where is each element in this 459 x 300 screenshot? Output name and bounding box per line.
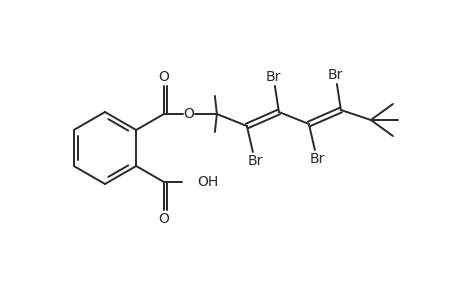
Text: Br: Br <box>265 70 280 84</box>
Text: OH: OH <box>196 175 218 189</box>
Text: O: O <box>158 70 169 84</box>
Text: Br: Br <box>326 68 342 82</box>
Text: O: O <box>158 212 169 226</box>
Text: Br: Br <box>308 152 324 166</box>
Text: Br: Br <box>246 154 262 168</box>
Text: O: O <box>183 107 194 121</box>
